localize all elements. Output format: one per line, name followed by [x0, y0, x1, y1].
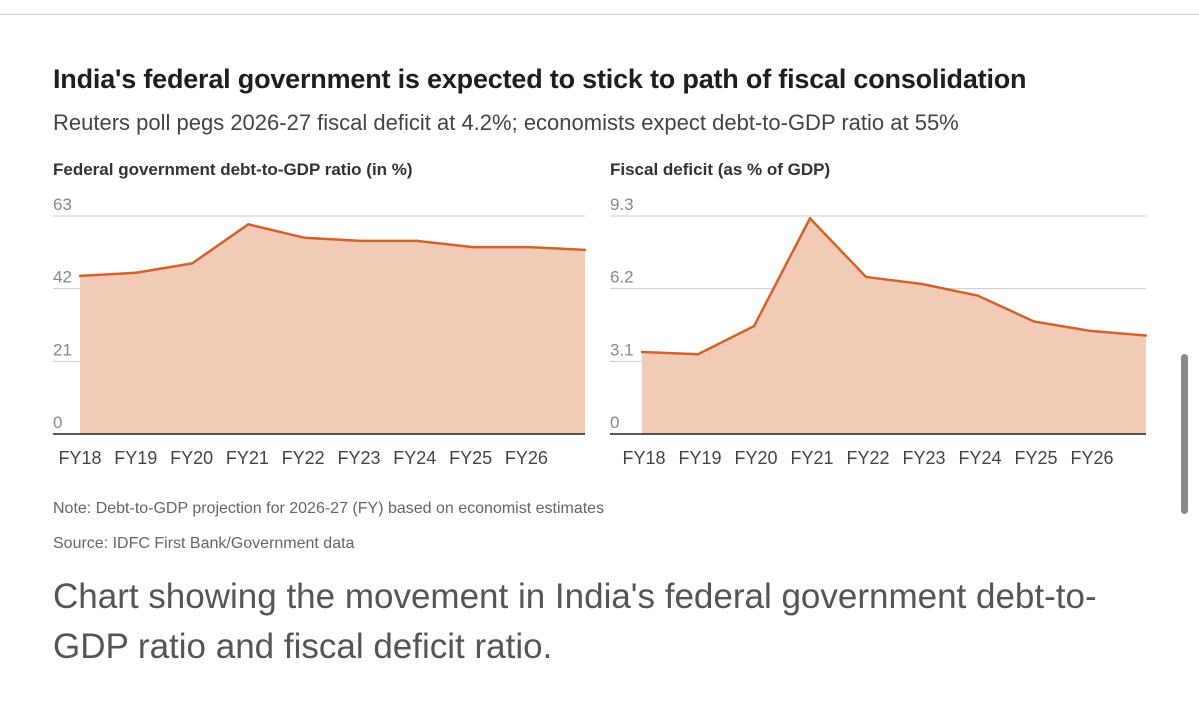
- deficit-area-fill: [642, 218, 1146, 434]
- deficit-data-point: [752, 324, 756, 328]
- debt-area-fill: [80, 224, 585, 434]
- debt-x-tick-label: FY19: [114, 448, 157, 468]
- image-caption: Chart showing the movement in India's fe…: [53, 577, 1097, 666]
- deficit-x-tick-label: FY20: [734, 448, 777, 468]
- deficit-x-tick-label: FY21: [790, 448, 833, 468]
- deficit-y-tick-label: 3.1: [610, 340, 634, 359]
- deficit-data-point: [864, 275, 868, 279]
- deficit-chart-title: Fiscal deficit (as % of GDP): [610, 160, 831, 179]
- deficit-x-tick-label: FY25: [1014, 448, 1057, 468]
- debt-chart-title: Federal government debt-to-GDP ratio (in…: [53, 160, 413, 179]
- debt-x-tick-label: FY24: [393, 448, 436, 468]
- deficit-data-point: [696, 353, 700, 356]
- chart-note: Note: Debt-to-GDP projection for 2026-27…: [53, 500, 605, 517]
- debt-data-point: [583, 248, 587, 252]
- debt-x-tick-label: FY26: [505, 448, 548, 468]
- debt-data-point: [527, 245, 531, 249]
- deficit-data-point: [808, 217, 812, 220]
- deficit-x-tick-label: FY23: [902, 448, 945, 468]
- chart-source: Source: IDFC First Bank/Government data: [53, 535, 355, 552]
- deficit-series-line: [641, 217, 1147, 356]
- debt-data-point: [191, 262, 194, 265]
- deficit-x-tick-label: FY26: [1070, 448, 1113, 468]
- debt-y-tick-label: 0: [53, 413, 62, 432]
- chart-headline: India's federal government is expected t…: [53, 64, 1027, 94]
- debt-y-tick-label: 63: [53, 195, 72, 214]
- debt-x-tick-label: FY22: [282, 448, 325, 468]
- deficit-y-tick-label: 6.2: [610, 268, 634, 287]
- debt-series-line: [79, 223, 586, 278]
- deficit-data-point: [1032, 320, 1036, 323]
- deficit-y-tick-label: 0: [610, 413, 619, 432]
- deficit-data-point: [1144, 334, 1148, 337]
- page-scrollbar[interactable]: [1181, 354, 1188, 514]
- debt-data-point: [359, 239, 362, 243]
- debt-data-point: [303, 236, 306, 239]
- debt-y-tick-label: 42: [53, 268, 72, 287]
- debt-x-tick-label: FY20: [170, 448, 213, 468]
- deficit-data-point: [920, 282, 924, 286]
- deficit-x-tick-label: FY24: [958, 448, 1001, 468]
- deficit-data-point: [976, 294, 980, 297]
- debt-x-tick-label: FY18: [58, 448, 101, 468]
- deficit-data-point: [1088, 329, 1092, 333]
- top-divider: [0, 14, 1199, 15]
- deficit-y-tick-label: 9.3: [610, 195, 634, 214]
- debt-data-point: [247, 223, 250, 226]
- debt-data-point: [471, 245, 474, 249]
- debt-data-point: [78, 274, 82, 278]
- debt-x-tick-label: FY23: [337, 448, 380, 468]
- deficit-x-tick-label: FY19: [678, 448, 721, 468]
- deficit-x-tick-label: FY18: [622, 448, 665, 468]
- debt-x-tick-label: FY21: [226, 448, 269, 468]
- deficit-x-tick-label: FY22: [846, 448, 889, 468]
- chart-subheadline: Reuters poll pegs 2026-27 fiscal deficit…: [53, 110, 959, 135]
- debt-data-point: [415, 239, 418, 243]
- debt-data-point: [134, 271, 138, 274]
- deficit-data-point: [640, 350, 644, 354]
- debt-y-tick-label: 21: [53, 340, 72, 359]
- debt-x-tick-label: FY25: [449, 448, 492, 468]
